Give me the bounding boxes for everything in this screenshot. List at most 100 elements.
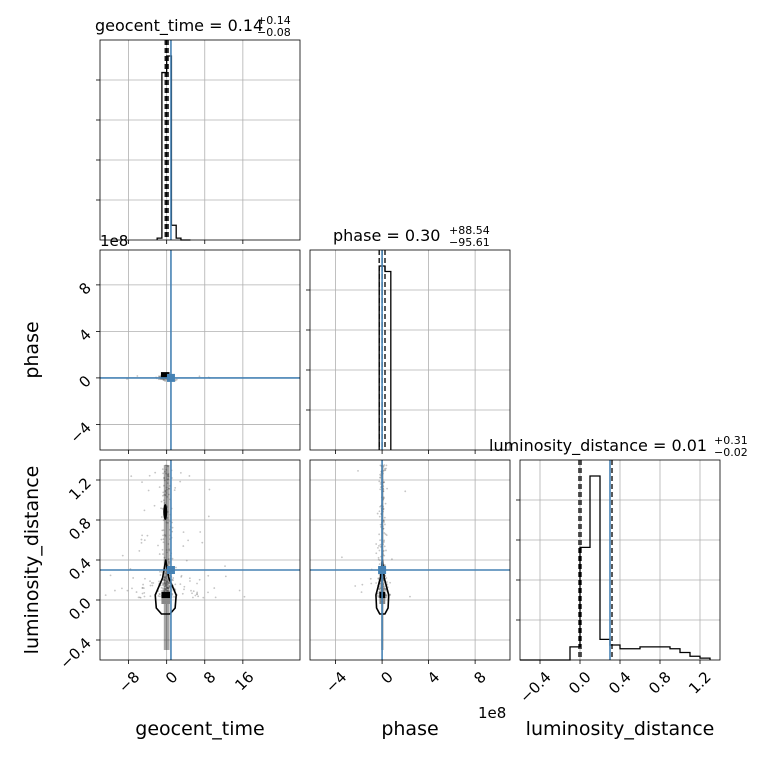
hist-geocent-time-steps bbox=[156, 55, 191, 241]
panel-luminosity-distance-vs-geocent-time-point bbox=[149, 584, 152, 587]
panel-luminosity-distance-vs-geocent-time-point bbox=[166, 587, 169, 590]
panel-luminosity-distance-vs-geocent-time-point bbox=[173, 489, 176, 492]
panel-luminosity-distance-vs-geocent-time-point bbox=[163, 581, 166, 584]
panel-luminosity-distance-vs-geocent-time-point bbox=[114, 589, 116, 592]
panel-luminosity-distance-vs-geocent-time-point bbox=[162, 587, 164, 590]
panel-luminosity-distance-vs-geocent-time-point bbox=[166, 473, 169, 476]
panel-luminosity-distance-vs-phase-point bbox=[409, 595, 411, 598]
panel-luminosity-distance-vs-phase-point bbox=[389, 594, 392, 596]
panel-luminosity-distance-vs-geocent-time-point bbox=[168, 548, 171, 551]
panel-luminosity-distance-vs-geocent-time-density-strip bbox=[163, 465, 170, 650]
panel-luminosity-distance-vs-geocent-time-point bbox=[164, 577, 167, 580]
panel-luminosity-distance-vs-geocent-time-point bbox=[164, 582, 167, 585]
panel-luminosity-distance-vs-geocent-time-point bbox=[199, 531, 202, 533]
panel-luminosity-distance-vs-phase-point bbox=[382, 507, 385, 510]
panel-luminosity-distance-vs-geocent-time-point bbox=[196, 591, 199, 594]
panel-luminosity-distance-vs-geocent-time-point bbox=[162, 499, 165, 502]
panel-luminosity-distance-vs-geocent-time-point bbox=[224, 575, 227, 578]
panel-phase-vs-geocent-time-point bbox=[198, 375, 201, 378]
xtick-label-luminosity-distance-0: −0.4 bbox=[516, 668, 554, 706]
panel-phase-vs-geocent-time-point bbox=[164, 379, 167, 382]
panel-luminosity-distance-vs-phase-point bbox=[378, 588, 381, 591]
panel-luminosity-distance-vs-geocent-time-point bbox=[163, 479, 166, 482]
panel-luminosity-distance-vs-geocent-time-point bbox=[126, 589, 129, 592]
panel-phase-vs-geocent-time-point bbox=[158, 375, 160, 378]
panel-luminosity-distance-vs-phase-point bbox=[382, 583, 385, 585]
panel-luminosity-distance-vs-geocent-time-point bbox=[179, 471, 182, 474]
panel-luminosity-distance-vs-geocent-time-point bbox=[167, 522, 169, 524]
panel-luminosity-distance-vs-geocent-time-point bbox=[137, 596, 140, 599]
panel-luminosity-distance-vs-geocent-time-point bbox=[164, 579, 166, 582]
panel-luminosity-distance-vs-geocent-time-point bbox=[238, 589, 241, 592]
panel-luminosity-distance-vs-geocent-time-point bbox=[163, 484, 165, 487]
panel-luminosity-distance-vs-geocent-time-point bbox=[167, 493, 170, 496]
panel-luminosity-distance-vs-geocent-time-point bbox=[167, 543, 170, 545]
panel-luminosity-distance-vs-phase-point bbox=[382, 527, 385, 530]
xlabel-phase: phase bbox=[381, 718, 438, 740]
panel-luminosity-distance-vs-phase-point bbox=[384, 564, 386, 567]
panel-luminosity-distance-vs-geocent-time-point bbox=[163, 585, 166, 588]
xtick-label-geocent-time-0: −8 bbox=[115, 668, 143, 696]
panel-luminosity-distance-vs-geocent-time-point bbox=[196, 582, 198, 585]
panel-luminosity-distance-vs-phase-point bbox=[384, 593, 387, 595]
panel-luminosity-distance-vs-geocent-time-point bbox=[148, 474, 151, 477]
panel-luminosity-distance-vs-geocent-time-point bbox=[166, 464, 169, 467]
panel-luminosity-distance-vs-geocent-time-point bbox=[167, 589, 169, 592]
panel-luminosity-distance-vs-geocent-time-point bbox=[161, 571, 163, 573]
panel-luminosity-distance-vs-geocent-time-point bbox=[130, 475, 133, 478]
title-geocent-time-minus: −0.08 bbox=[257, 26, 291, 39]
panel-luminosity-distance-vs-geocent-time-point bbox=[172, 577, 175, 579]
panel-luminosity-distance-vs-phase-point bbox=[383, 464, 386, 466]
panel-luminosity-distance-vs-phase-point bbox=[379, 545, 382, 548]
panel-luminosity-distance-vs-geocent-time-point bbox=[132, 577, 135, 579]
panel-luminosity-distance-vs-geocent-time-point bbox=[162, 553, 164, 555]
panel-luminosity-distance-vs-phase-point bbox=[382, 549, 385, 552]
panel-luminosity-distance-vs-geocent-time-point bbox=[143, 595, 146, 598]
panel-luminosity-distance-vs-geocent-time-point bbox=[168, 590, 170, 593]
ytick-label-luminosity-distance-2: 0.4 bbox=[65, 554, 95, 584]
panel-luminosity-distance-vs-geocent-time-point bbox=[201, 541, 204, 544]
ylabel-luminosity-distance: luminosity_distance bbox=[21, 466, 43, 655]
panel-luminosity-distance-vs-phase-point bbox=[383, 532, 386, 534]
panel-phase-vs-geocent-time-point bbox=[163, 379, 166, 382]
panel-luminosity-distance-vs-phase-point bbox=[385, 596, 387, 599]
panel-luminosity-distance-vs-phase-point bbox=[382, 588, 385, 591]
xtick-label-geocent-time-1: 0 bbox=[162, 668, 181, 687]
panel-luminosity-distance-vs-geocent-time-point bbox=[192, 596, 194, 599]
panel-luminosity-distance-vs-geocent-time-point bbox=[162, 590, 165, 592]
data-layer bbox=[100, 40, 711, 661]
panel-luminosity-distance-vs-phase-point bbox=[376, 594, 379, 597]
panel-luminosity-distance-vs-phase-point bbox=[391, 558, 393, 561]
panel-luminosity-distance-vs-geocent-time-point bbox=[167, 561, 170, 563]
panel-luminosity-distance-vs-geocent-time-point bbox=[163, 493, 165, 496]
panel-luminosity-distance-vs-geocent-time-point bbox=[166, 586, 169, 589]
panel-luminosity-distance-vs-phase-point bbox=[375, 543, 378, 545]
panel-luminosity-distance-vs-geocent-time-point bbox=[214, 596, 217, 599]
panel-luminosity-distance-vs-geocent-time-point bbox=[164, 489, 167, 492]
panel-luminosity-distance-vs-phase-point bbox=[378, 585, 381, 588]
panel-luminosity-distance-vs-phase-point bbox=[383, 481, 386, 484]
panel-luminosity-distance-vs-geocent-time-point bbox=[167, 587, 170, 590]
panel-luminosity-distance-vs-geocent-time-point bbox=[166, 478, 169, 481]
panel-luminosity-distance-vs-phase-point bbox=[383, 554, 386, 557]
panel-luminosity-distance-vs-geocent-time-point bbox=[182, 545, 185, 547]
panel-luminosity-distance-vs-phase-point bbox=[377, 546, 379, 549]
panel-luminosity-distance-vs-geocent-time-point bbox=[161, 582, 163, 584]
panel-luminosity-distance-vs-geocent-time-point bbox=[188, 577, 191, 580]
panel-luminosity-distance-vs-geocent-time-point bbox=[164, 589, 167, 592]
panel-luminosity-distance-vs-geocent-time-point bbox=[164, 470, 166, 473]
panel-phase-vs-geocent-time-truth-marker bbox=[166, 373, 175, 382]
panel-luminosity-distance-vs-geocent-time-point bbox=[157, 544, 159, 547]
panel-luminosity-distance-vs-geocent-time-point bbox=[157, 595, 160, 597]
xtick-label-geocent-time-3: 16 bbox=[231, 668, 257, 694]
panel-luminosity-distance-vs-geocent-time-point bbox=[162, 583, 165, 585]
panel-luminosity-distance-vs-geocent-time-point bbox=[162, 582, 165, 585]
panel-luminosity-distance-vs-phase-point bbox=[382, 469, 385, 472]
panel-luminosity-distance-vs-phase-point bbox=[379, 587, 382, 590]
panel-luminosity-distance-vs-geocent-time-point bbox=[167, 478, 170, 481]
panel-luminosity-distance-vs-geocent-time-point bbox=[163, 476, 166, 479]
panel-luminosity-distance-vs-geocent-time-point bbox=[160, 507, 162, 510]
panel-luminosity-distance-vs-phase-point bbox=[379, 584, 382, 587]
panel-luminosity-distance-vs-phase-point bbox=[384, 588, 387, 590]
panel-luminosity-distance-vs-geocent-time-point bbox=[196, 593, 198, 595]
